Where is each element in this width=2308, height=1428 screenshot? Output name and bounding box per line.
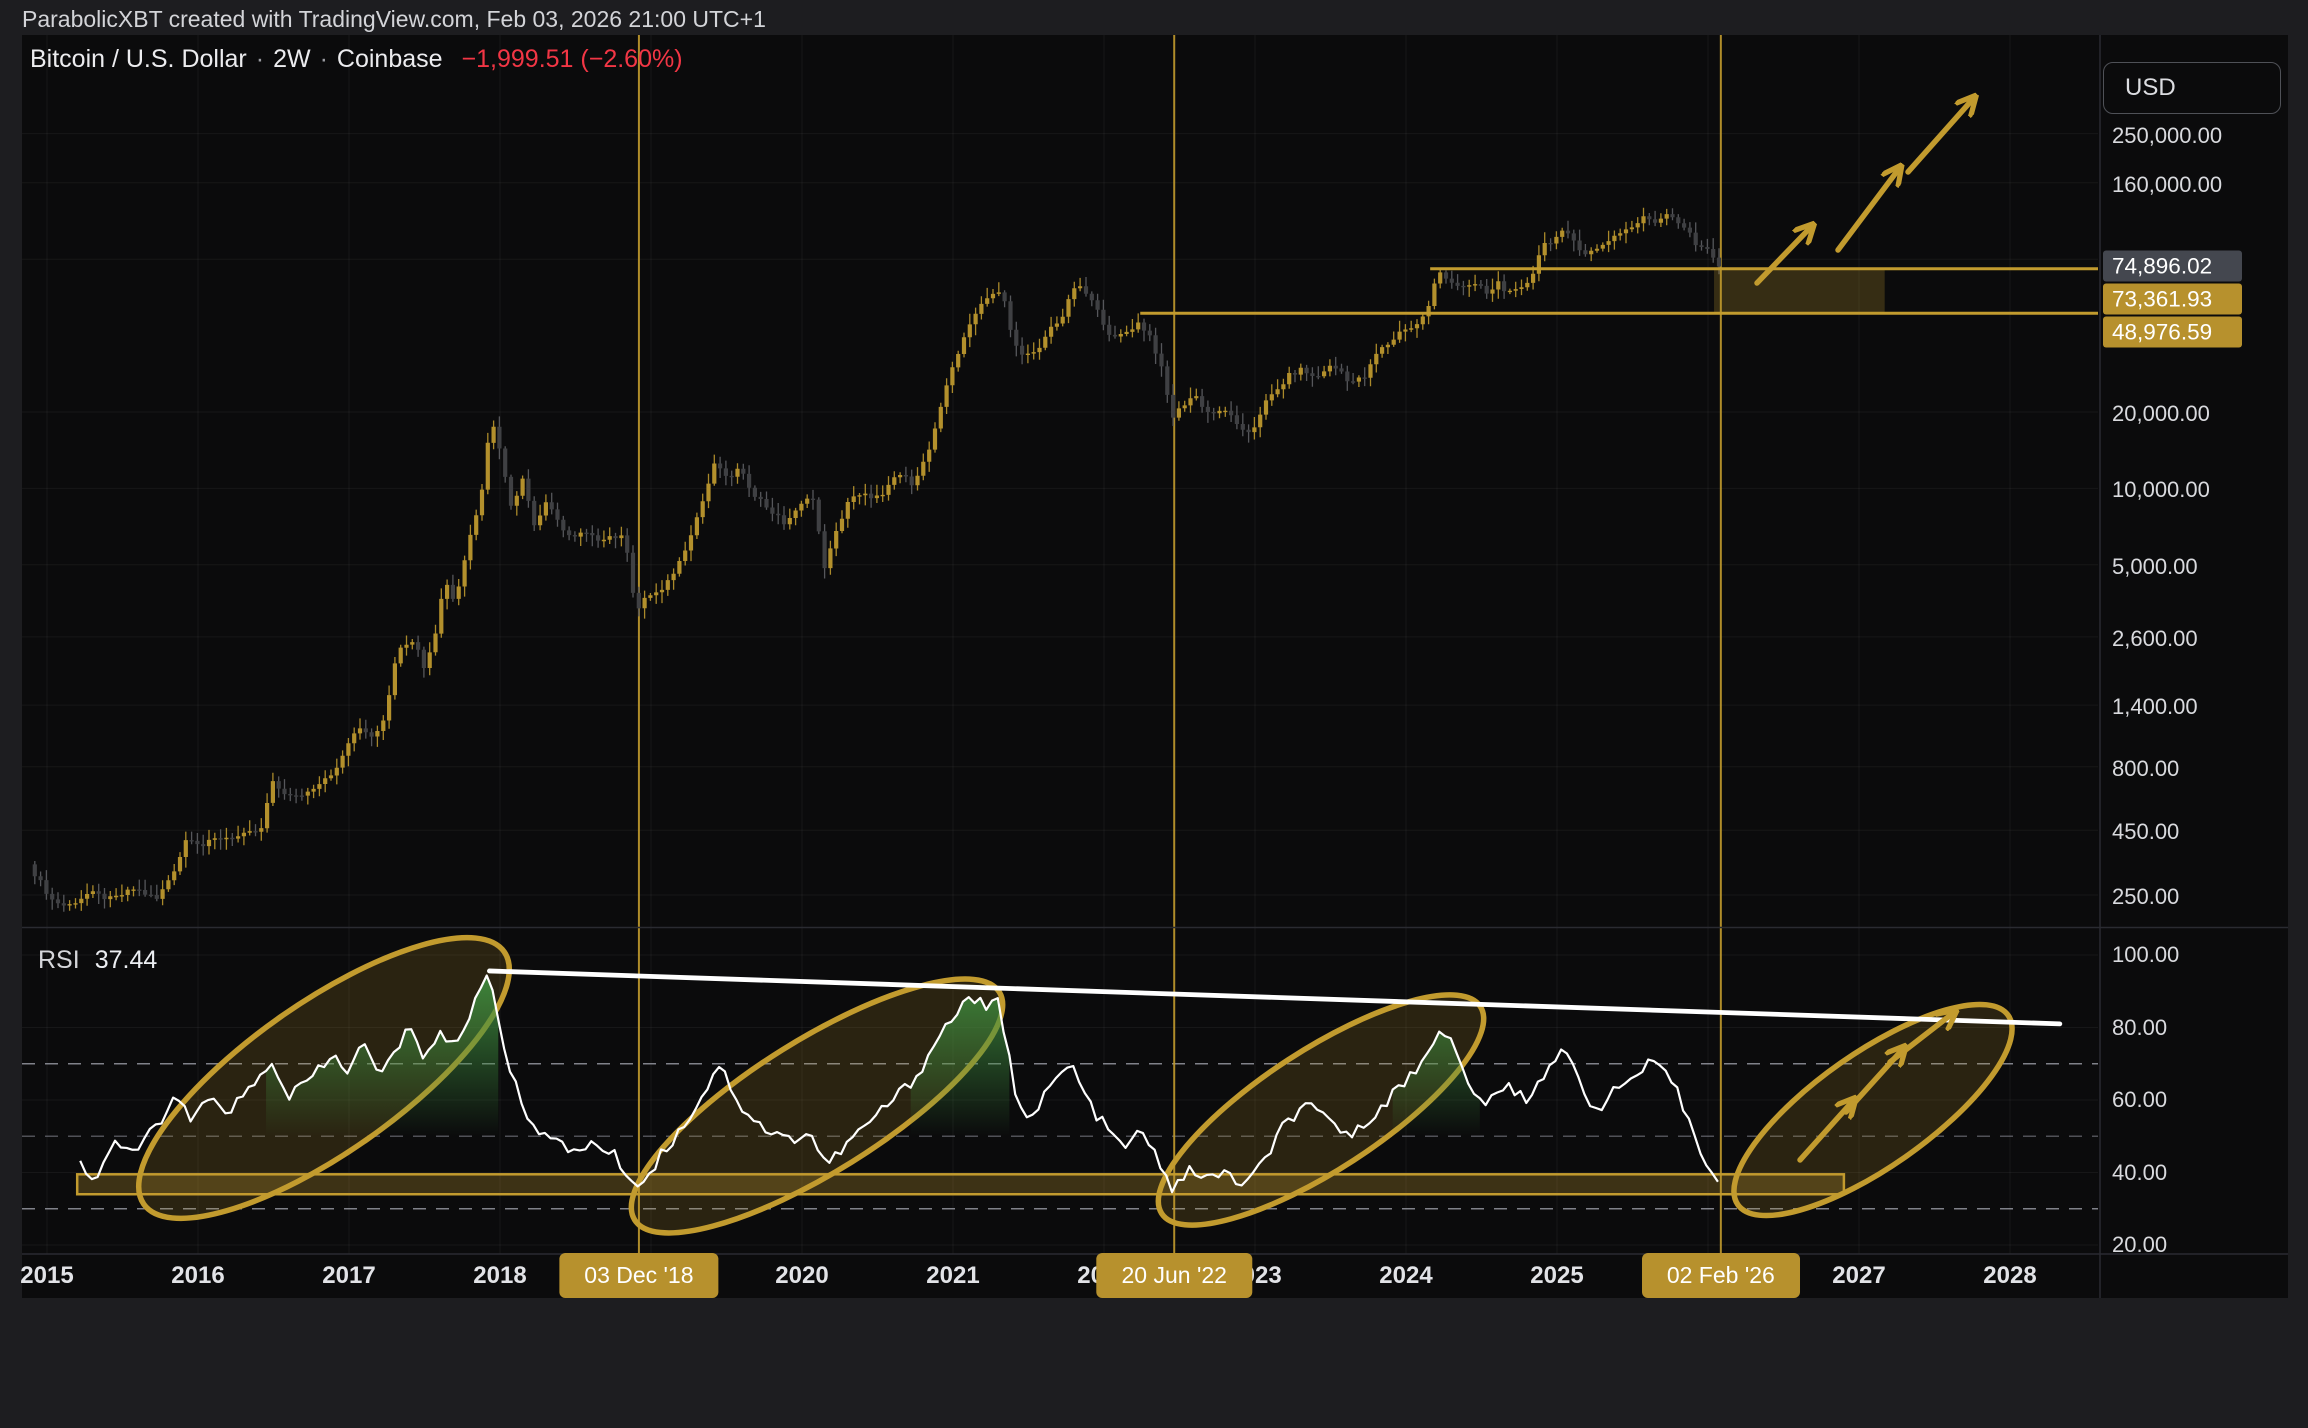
price-tick-label: 160,000.00 <box>2112 171 2223 197</box>
rsi-tick-label: 20.00 <box>2112 1232 2168 1257</box>
price-tick-label: 250.00 <box>2112 883 2180 909</box>
price-tick-label: 2,600.00 <box>2112 625 2198 651</box>
event-date-badge-text: 03 Dec '18 <box>584 1262 694 1288</box>
footer-bar: TradingView <box>0 1298 2308 1428</box>
top-attribution-bar: ParabolicXBT created with TradingView.co… <box>0 0 2308 35</box>
price-tick-label: 800.00 <box>2112 755 2180 781</box>
level-price-badge-text: 73,361.93 <box>2112 286 2213 311</box>
legend-separator: · <box>255 45 265 73</box>
price-tick-label: 5,000.00 <box>2112 553 2198 579</box>
last-price-badge: 74,896.02 <box>2103 250 2242 282</box>
year-label-2027: 2027 <box>1832 1262 1886 1289</box>
rsi-value: 37.44 <box>94 946 158 974</box>
price-tick-label: 450.00 <box>2112 819 2180 845</box>
event-date-badge-text: 02 Feb '26 <box>1666 1262 1775 1288</box>
year-label-2018: 2018 <box>473 1262 527 1289</box>
interval-label[interactable]: 2W <box>273 45 311 73</box>
event-date-badge: 20 Jun '22 <box>1096 1253 1252 1298</box>
rsi-tick-label: 100.00 <box>2112 942 2180 967</box>
rsi-tick-label: 80.00 <box>2112 1014 2168 1040</box>
year-label-2021: 2021 <box>926 1262 980 1289</box>
year-label-2017: 2017 <box>322 1262 376 1289</box>
exchange-label[interactable]: Coinbase <box>336 45 443 73</box>
chart-background[interactable] <box>22 35 2288 1298</box>
level-price-badge-text: 48,976.59 <box>2112 319 2213 344</box>
legend-separator: · <box>319 45 328 73</box>
rsi-label: RSI <box>38 946 80 974</box>
price-tick-label: 10,000.00 <box>2112 477 2210 503</box>
event-date-badge-text: 20 Jun '22 <box>1121 1262 1227 1288</box>
year-label-2024: 2024 <box>1379 1262 1433 1289</box>
price-tick-label: 250,000.00 <box>2112 122 2223 148</box>
level-price-badge: 73,361.93 <box>2103 283 2242 315</box>
level-price-badge: 48,976.59 <box>2103 316 2242 348</box>
rsi-tick-label: 60.00 <box>2112 1087 2168 1112</box>
year-label-2015: 2015 <box>20 1262 74 1289</box>
year-label-2028: 2028 <box>1983 1262 2037 1289</box>
last-price-badge-text: 74,896.02 <box>2112 253 2213 278</box>
year-label-2025: 2025 <box>1530 1262 1584 1289</box>
price-tick-label: 1,400.00 <box>2112 694 2198 720</box>
price-tick-label: 20,000.00 <box>2112 401 2210 426</box>
currency-label: USD <box>2125 74 2176 101</box>
attribution-text: ParabolicXBT created with TradingView.co… <box>22 6 766 32</box>
price-change-value: −1,999.51 (−2.60%) <box>461 45 683 73</box>
symbol-legend[interactable]: Bitcoin / U.S. Dollar · 2W · Coinbase −1… <box>30 45 683 74</box>
rsi-legend[interactable]: RSI 37.44 <box>38 946 157 975</box>
event-date-badge: 02 Feb '26 <box>1641 1253 1800 1298</box>
currency-usd-button[interactable]: USD <box>2103 62 2281 114</box>
symbol-title[interactable]: Bitcoin / U.S. Dollar <box>30 45 247 73</box>
year-label-2016: 2016 <box>171 1262 225 1289</box>
event-date-badge: 03 Dec '18 <box>559 1253 719 1298</box>
rsi-tick-label: 40.00 <box>2112 1159 2168 1185</box>
year-label-2020: 2020 <box>775 1262 829 1289</box>
